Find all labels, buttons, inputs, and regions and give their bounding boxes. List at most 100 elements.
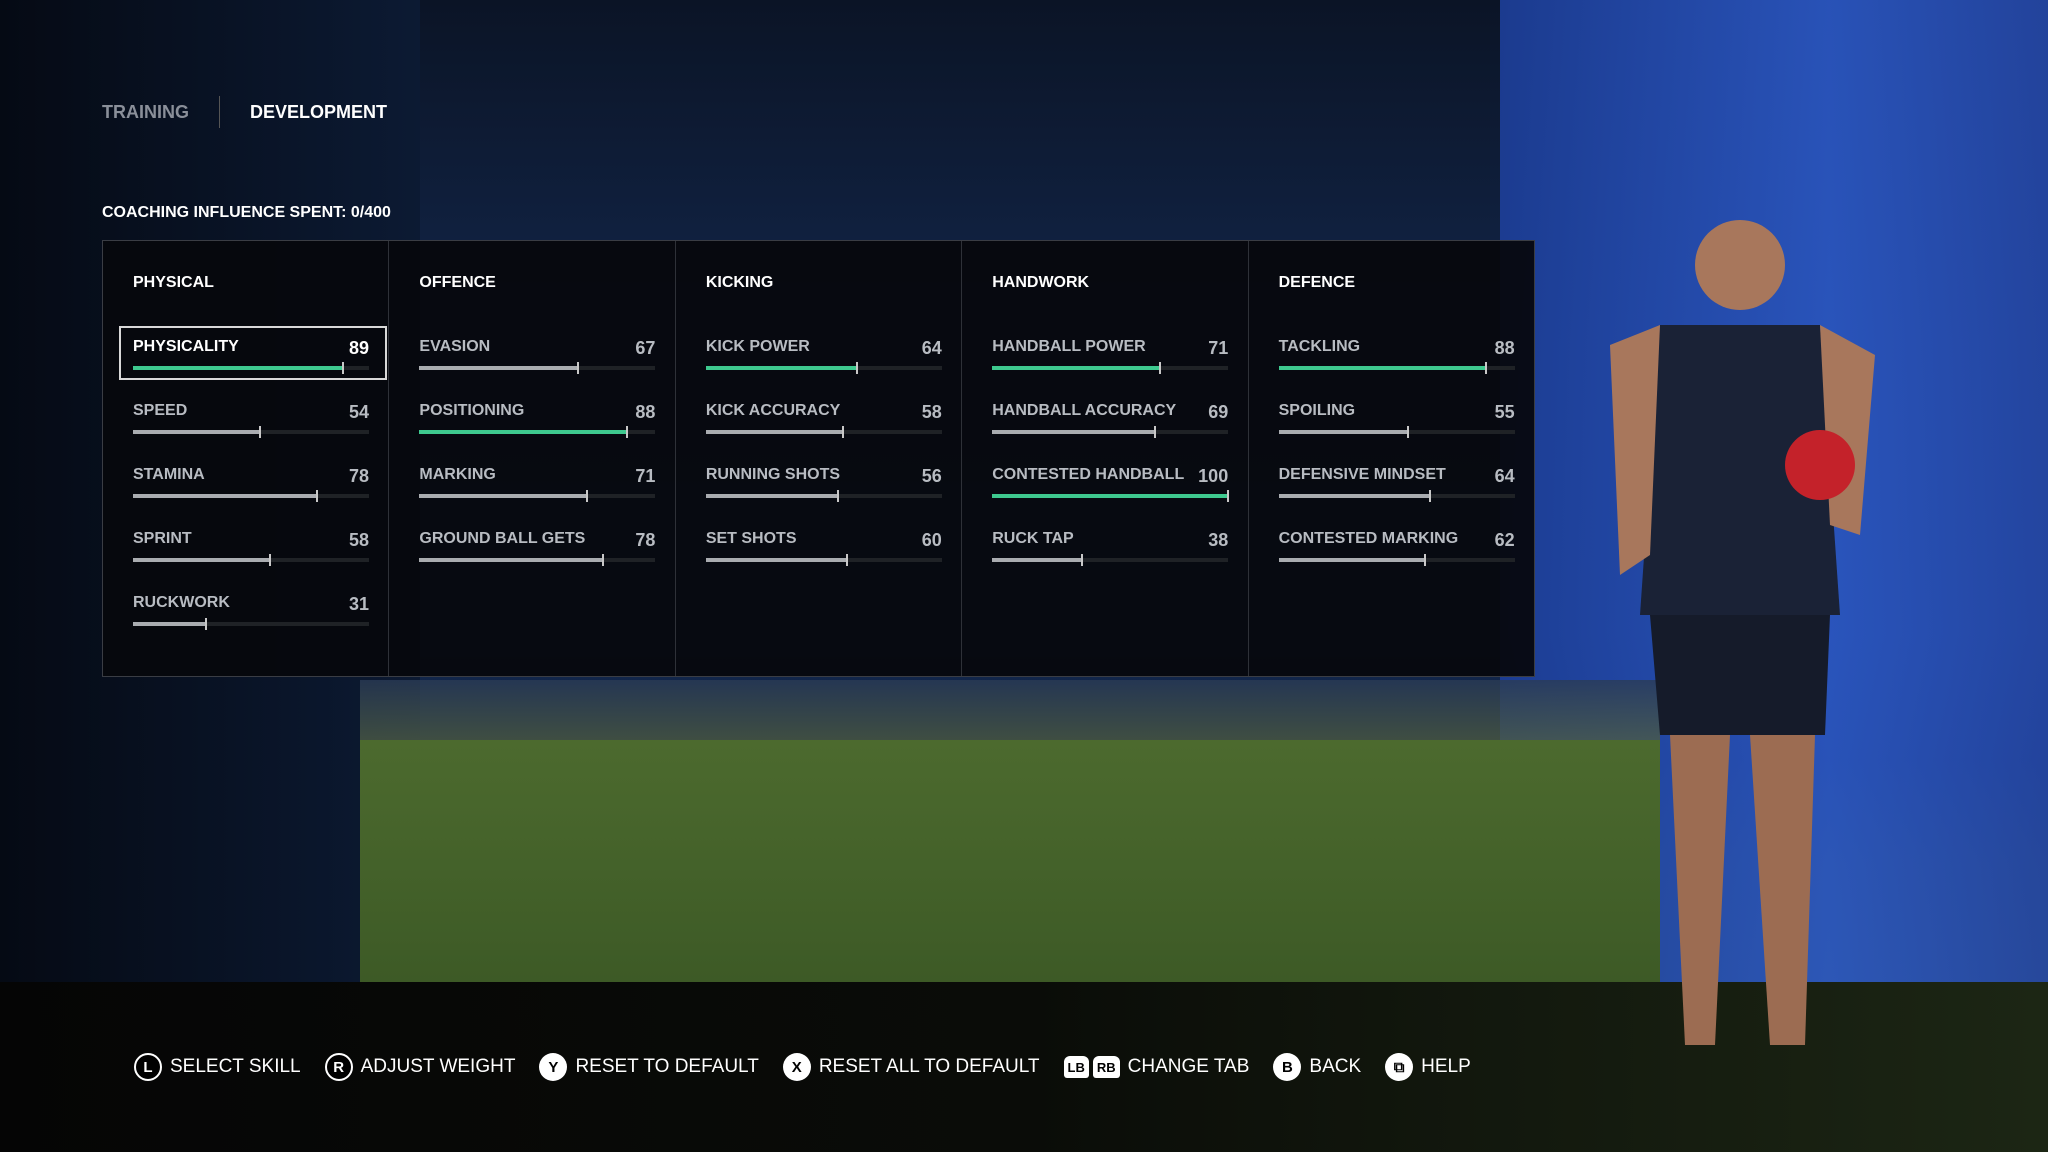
skill-bar	[133, 618, 369, 630]
skill-value: 58	[348, 530, 369, 550]
controller-button-icon: LB	[1063, 1056, 1089, 1078]
tab-training[interactable]: TRAINING	[102, 101, 189, 122]
hint-reset-all-to-default[interactable]: X RESET ALL TO DEFAULT	[782, 1053, 1040, 1081]
hint-label: HELP	[1421, 1056, 1471, 1077]
skill-bar-fill	[133, 494, 318, 498]
skill-contested-marking[interactable]: CONTESTED MARKING 62	[1278, 530, 1515, 594]
skill-bar-fill	[1278, 430, 1409, 434]
skill-value: 71	[635, 466, 656, 486]
skill-value: 62	[1494, 530, 1515, 550]
skill-name: TACKLING	[1278, 338, 1361, 355]
hint-change-tab[interactable]: LB RB CHANGE TAB	[1063, 1056, 1250, 1078]
skill-value: 31	[348, 594, 369, 614]
skill-ruckwork[interactable]: RUCKWORK 31	[133, 594, 369, 658]
skill-name: EVASION	[419, 338, 491, 355]
skill-value: 78	[635, 530, 656, 550]
skill-evasion[interactable]: EVASION 67	[419, 338, 656, 402]
skill-contested-handball[interactable]: CONTESTED HANDBALL 100	[992, 466, 1230, 530]
hint-help[interactable]: ⧉ HELP	[1385, 1053, 1471, 1081]
skill-bar-fill	[419, 558, 604, 562]
hint-reset-to-default[interactable]: Y RESET TO DEFAULT	[539, 1053, 759, 1081]
skill-bar-marker	[602, 554, 605, 566]
skill-bar-fill	[1278, 366, 1487, 370]
category-handwork: HANDWORK HANDBALL POWER 71 HANDBALL ACCURA…	[962, 241, 1249, 676]
skill-running-shots[interactable]: RUNNING SHOTS 56	[705, 466, 942, 530]
skill-bar	[419, 554, 656, 566]
hint-select-skill[interactable]: L SELECT SKILL	[134, 1053, 301, 1081]
skill-bar	[992, 426, 1229, 438]
controller-button-icon: ⧉	[1385, 1053, 1414, 1081]
skill-spoiling[interactable]: SPOILING 55	[1278, 402, 1515, 466]
hint-adjust-weight[interactable]: R ADJUST WEIGHT	[324, 1053, 515, 1081]
skill-bar	[419, 490, 656, 502]
skill-defensive-mindset[interactable]: DEFENSIVE MINDSET 64	[1278, 466, 1515, 530]
skill-bar-fill	[992, 430, 1156, 434]
tab-bar: TRAINING DEVELOPMENT	[102, 96, 417, 128]
skill-name: CONTESTED HANDBALL	[992, 466, 1185, 483]
skill-marking[interactable]: MARKING 71	[419, 466, 656, 530]
skill-bar-marker	[1080, 554, 1083, 566]
skill-handball-accuracy[interactable]: HANDBALL ACCURACY 69	[992, 402, 1229, 466]
skills-panel: PHYSICAL PHYSICALITY 89 SPEED 54 STAMINA 78 …	[102, 240, 1535, 677]
skill-bar-fill	[1278, 558, 1425, 562]
skill-name: RUCKWORK	[133, 594, 230, 611]
skill-bar	[1278, 554, 1515, 566]
skill-tackling[interactable]: TACKLING 88	[1278, 338, 1515, 402]
skill-bar	[705, 426, 942, 438]
skill-bar-marker	[1158, 362, 1161, 374]
skill-value: 55	[1494, 402, 1515, 422]
tab-development[interactable]: DEVELOPMENT	[250, 101, 388, 122]
skill-bar	[133, 490, 369, 502]
skill-bar-marker	[1227, 490, 1230, 502]
skill-bar-marker	[841, 426, 844, 438]
skill-bar-marker	[316, 490, 319, 502]
skill-bar-marker	[855, 362, 858, 374]
skill-bar	[992, 362, 1229, 374]
skill-bar-fill	[133, 622, 207, 626]
controller-button-icon: B	[1273, 1053, 1302, 1081]
skill-value: 67	[635, 338, 656, 358]
skill-bar-marker	[1407, 426, 1410, 438]
coaching-influence-label: COACHING INFLUENCE SPENT: 0/400	[102, 204, 391, 221]
skill-speed[interactable]: SPEED 54	[133, 402, 369, 466]
skill-bar	[133, 554, 369, 566]
category-title: PHYSICAL	[133, 274, 214, 291]
skill-kick-accuracy[interactable]: KICK ACCURACY 58	[705, 402, 942, 466]
skill-value: 38	[1208, 530, 1229, 550]
skill-set-shots[interactable]: SET SHOTS 60	[705, 530, 942, 594]
skill-bar-marker	[626, 426, 629, 438]
hint-label: CHANGE TAB	[1127, 1056, 1250, 1077]
skill-bar-fill	[419, 494, 587, 498]
skill-value: 60	[921, 530, 942, 550]
hint-label: SELECT SKILL	[170, 1056, 301, 1077]
field-background	[360, 740, 1660, 982]
skill-name: RUNNING SHOTS	[705, 466, 841, 483]
skill-positioning[interactable]: POSITIONING 88	[419, 402, 656, 466]
hint-back[interactable]: B BACK	[1273, 1053, 1361, 1081]
skill-bar-fill	[133, 430, 261, 434]
skill-name: HANDBALL POWER	[992, 338, 1146, 355]
skill-value: 78	[348, 466, 369, 486]
skill-bar	[1278, 490, 1515, 502]
category-title: OFFENCE	[419, 274, 496, 291]
skill-value: 56	[921, 466, 942, 486]
category-kicking: KICKING KICK POWER 64 KICK ACCURACY 58 RUNN…	[676, 241, 963, 676]
skill-value: 88	[1494, 338, 1515, 358]
skill-name: CONTESTED MARKING	[1278, 530, 1459, 547]
skill-bar-marker	[259, 426, 262, 438]
skill-handball-power[interactable]: HANDBALL POWER 71	[992, 338, 1229, 402]
skill-physicality[interactable]: PHYSICALITY 89	[119, 326, 387, 402]
skill-name: HANDBALL ACCURACY	[992, 402, 1177, 419]
controller-button-icon: Y	[539, 1053, 568, 1081]
skill-bar-fill	[133, 366, 344, 370]
skill-ruck-tap[interactable]: RUCK TAP 38	[992, 530, 1229, 594]
skill-stamina[interactable]: STAMINA 78	[133, 466, 369, 530]
skill-kick-power[interactable]: KICK POWER 64	[705, 338, 942, 402]
skill-name: RUCK TAP	[992, 530, 1074, 547]
skill-ground-ball-gets[interactable]: GROUND BALL GETS 78	[419, 530, 656, 594]
skill-sprint[interactable]: SPRINT 58	[133, 530, 369, 594]
skill-bar-fill	[419, 430, 628, 434]
player-model	[1610, 220, 1875, 1045]
controller-button-icon: L	[134, 1053, 162, 1081]
category-offence: OFFENCE EVASION 67 POSITIONING 88 MARKING 71…	[389, 241, 676, 676]
